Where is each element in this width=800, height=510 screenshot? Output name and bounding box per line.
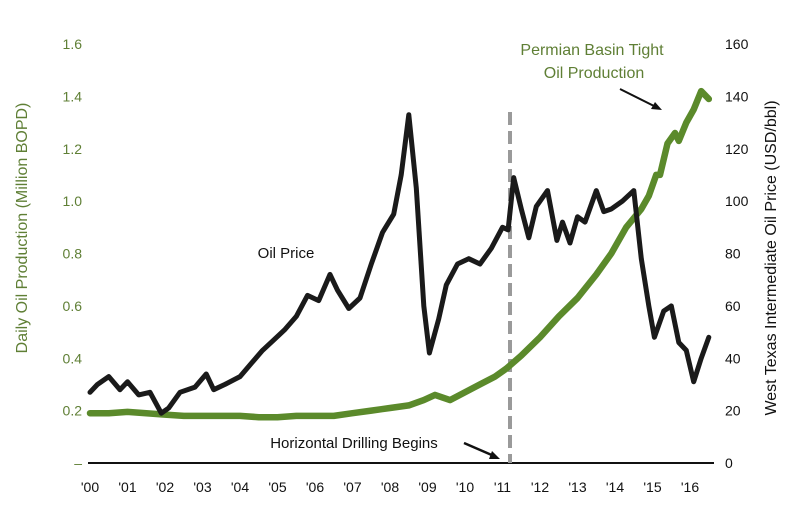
left-tick-label: 0.4 xyxy=(63,350,83,366)
right-axis-ticks: 0 20 40 60 80 100 120 140 160 xyxy=(725,36,749,471)
x-tick-label: '10 xyxy=(456,479,474,495)
left-tick-label: 0.6 xyxy=(63,298,83,314)
left-tick-label: 1.2 xyxy=(63,141,83,157)
left-axis-label: Daily Oil Production (Million BOPD) xyxy=(14,103,31,354)
x-tick-label: '01 xyxy=(118,479,136,495)
left-tick-label: 0.2 xyxy=(63,403,83,419)
right-tick-label: 20 xyxy=(725,403,741,419)
left-tick-label: 0.8 xyxy=(63,246,83,262)
right-tick-label: 0 xyxy=(725,455,733,471)
right-tick-label: 160 xyxy=(725,36,749,52)
x-tick-label: '13 xyxy=(568,479,586,495)
x-tick-label: '08 xyxy=(381,479,399,495)
right-tick-label: 40 xyxy=(725,350,741,366)
production-annotation-arrow xyxy=(619,88,662,110)
drilling-annotation: Horizontal Drilling Begins xyxy=(270,435,438,452)
x-tick-label: '11 xyxy=(494,479,511,495)
production-annotation-line1: Permian Basin Tight xyxy=(520,42,664,59)
right-tick-label: 100 xyxy=(725,193,749,209)
oil-price-annotation: Oil Price xyxy=(258,245,315,262)
x-tick-label: '15 xyxy=(643,479,661,495)
left-tick-label: 1.4 xyxy=(63,88,83,104)
x-tick-label: '06 xyxy=(306,479,324,495)
x-tick-label: '16 xyxy=(681,479,699,495)
x-tick-label: '09 xyxy=(418,479,436,495)
right-tick-label: 60 xyxy=(725,298,741,314)
x-tick-label: '12 xyxy=(531,479,549,495)
x-tick-label: '02 xyxy=(156,479,174,495)
left-tick-label: 1.6 xyxy=(63,36,83,52)
production-series-line xyxy=(86,87,713,421)
left-axis-ticks: – 0.2 0.4 0.6 0.8 1.0 1.2 1.4 1.6 xyxy=(63,36,83,471)
left-tick-label: 1.0 xyxy=(63,193,83,209)
drilling-annotation-arrow xyxy=(463,441,500,459)
right-tick-label: 80 xyxy=(725,246,741,262)
right-tick-label: 140 xyxy=(725,88,749,104)
x-tick-label: '04 xyxy=(231,479,249,495)
x-tick-label: '03 xyxy=(193,479,211,495)
right-tick-label: 120 xyxy=(725,141,749,157)
x-tick-label: '05 xyxy=(268,479,286,495)
oil-price-series-line xyxy=(87,112,712,416)
x-axis-ticks: '00 '01 '02 '03 '04 '05 '06 '07 '08 '09 '10 '11 '12 '… xyxy=(81,479,699,495)
x-tick-label: '00 xyxy=(81,479,99,495)
x-tick-label: '14 xyxy=(606,479,624,495)
left-tick-label: – xyxy=(74,455,82,471)
right-axis-label: West Texas Intermediate Oil Price (USD/b… xyxy=(763,100,780,415)
x-tick-label: '07 xyxy=(343,479,361,495)
production-annotation-line2: Oil Production xyxy=(544,65,645,82)
